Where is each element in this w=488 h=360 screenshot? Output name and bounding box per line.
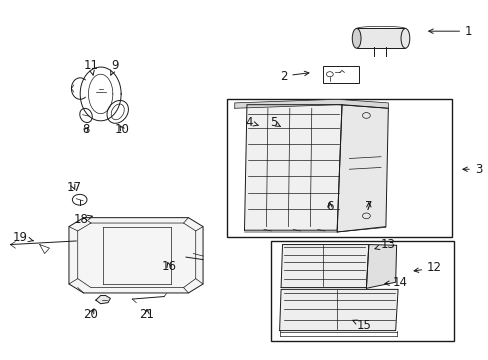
- Bar: [322, 66, 358, 83]
- Polygon shape: [69, 218, 203, 293]
- Bar: [356, 28, 405, 48]
- Text: 8: 8: [82, 123, 89, 136]
- Text: 9: 9: [110, 59, 119, 75]
- Bar: [227, 99, 451, 237]
- Text: 18: 18: [74, 213, 92, 226]
- Text: 11: 11: [83, 59, 98, 75]
- Ellipse shape: [351, 28, 360, 48]
- Text: 12: 12: [413, 261, 441, 274]
- Text: 20: 20: [83, 308, 98, 321]
- Text: 16: 16: [161, 260, 176, 273]
- Text: 14: 14: [384, 276, 407, 289]
- Text: 3: 3: [462, 163, 481, 176]
- Polygon shape: [366, 244, 396, 288]
- Ellipse shape: [111, 104, 124, 120]
- Text: 2: 2: [279, 69, 308, 82]
- Polygon shape: [336, 105, 387, 232]
- Ellipse shape: [107, 100, 128, 123]
- Polygon shape: [244, 105, 341, 230]
- Text: 17: 17: [66, 181, 81, 194]
- Text: 5: 5: [269, 116, 280, 129]
- Text: 13: 13: [374, 238, 395, 251]
- Text: 1: 1: [428, 25, 471, 38]
- Text: 10: 10: [115, 123, 130, 136]
- Ellipse shape: [80, 108, 92, 122]
- Polygon shape: [281, 244, 368, 288]
- Text: 21: 21: [139, 308, 154, 321]
- Text: 7: 7: [365, 201, 372, 213]
- Text: 15: 15: [352, 319, 371, 332]
- Polygon shape: [234, 99, 387, 108]
- Polygon shape: [96, 296, 110, 304]
- Text: 19: 19: [13, 231, 33, 244]
- Text: 6: 6: [325, 201, 333, 213]
- Text: 4: 4: [245, 116, 258, 129]
- Polygon shape: [279, 289, 397, 330]
- Bar: [271, 241, 453, 341]
- Ellipse shape: [400, 28, 409, 48]
